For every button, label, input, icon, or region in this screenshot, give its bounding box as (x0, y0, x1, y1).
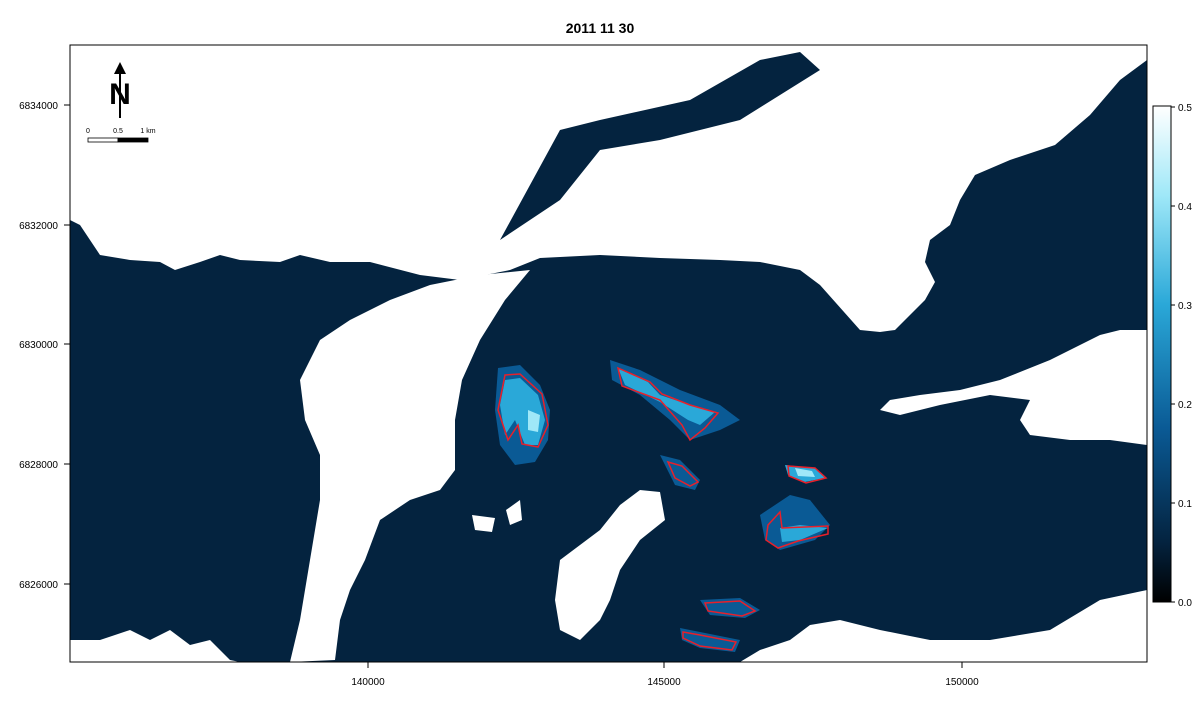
contour-east-lower (765, 510, 829, 549)
x-tick-label: 140000 (351, 677, 385, 688)
hotspot-center-lower (660, 455, 700, 490)
land-small-island-2 (506, 500, 522, 525)
contour-east-upper (787, 465, 828, 484)
legend-tick-label: 0.3 (1178, 301, 1192, 312)
x-axis: 140000 145000 150000 (351, 662, 979, 688)
y-tick-label: 6830000 (19, 340, 58, 351)
legend-colorbar (1152, 105, 1172, 603)
contour-south-1 (703, 600, 757, 617)
legend-tick-label: 0.5 (1178, 103, 1192, 114)
contour-center (616, 366, 720, 442)
north-arrow-icon: N (109, 62, 131, 118)
land-southeast (740, 590, 1147, 662)
land-north-shore (70, 45, 1147, 332)
contour-west (497, 373, 549, 448)
hotspot-east-lower-core (780, 525, 828, 542)
scale-label: 1 km (140, 128, 155, 135)
x-tick-label: 145000 (647, 677, 681, 688)
y-axis: 6826000 6828000 6830000 6832000 6834000 (19, 101, 70, 591)
scale-bar: 0 0.5 1 km (86, 128, 156, 143)
land-southwest (70, 630, 240, 662)
color-legend: 0.0 0.1 0.2 0.3 0.4 0.5 (1152, 103, 1192, 609)
scale-label: 0.5 (113, 128, 123, 135)
y-tick-label: 6832000 (19, 221, 58, 232)
land-small-island-1 (472, 515, 495, 532)
water-north-inlet (500, 52, 820, 240)
legend-tick-label: 0.2 (1178, 400, 1192, 411)
legend-tick-label: 0.4 (1178, 202, 1192, 213)
hotspot-west-peak (528, 410, 540, 432)
y-tick-label: 6834000 (19, 101, 58, 112)
north-label: N (109, 78, 131, 111)
contour-south-2 (682, 631, 738, 651)
hotspot-east-lower (760, 495, 830, 550)
y-tick-label: 6826000 (19, 580, 58, 591)
hotspot-layer (495, 360, 830, 652)
map-frame (69, 44, 1148, 663)
hotspot-center-core (618, 368, 715, 425)
map-title: 2011 11 30 (565, 20, 635, 36)
legend-tick-label: 0.0 (1178, 598, 1192, 609)
map-panel (70, 45, 1147, 662)
contour-center-lower (666, 460, 700, 487)
hotspot-east-upper-peak (795, 468, 815, 477)
y-tick-label: 6828000 (19, 460, 58, 471)
land-east-headland (880, 330, 1147, 445)
land-south-island (555, 490, 665, 640)
x-tick-label: 150000 (945, 677, 979, 688)
legend-tick-label: 0.1 (1178, 499, 1192, 510)
land-central-peninsula (290, 270, 530, 662)
scale-label: 0 (86, 128, 90, 135)
